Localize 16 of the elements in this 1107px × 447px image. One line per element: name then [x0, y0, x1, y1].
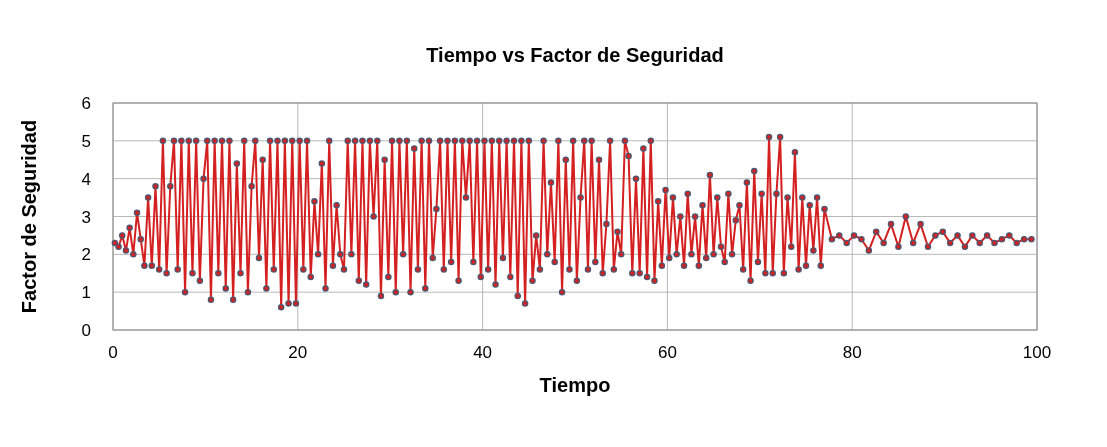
x-tick-label: 40 — [473, 343, 493, 362]
x-axis-title: Tiempo — [539, 374, 611, 396]
y-tick-label: 5 — [81, 131, 91, 151]
chart-title: Tiempo vs Factor de Seguridad — [426, 44, 724, 66]
y-tick-label: 3 — [81, 207, 91, 227]
y-tick-label: 2 — [81, 245, 91, 265]
y-axis-title: Factor de Seguridad — [18, 119, 40, 314]
y-tick-label: 1 — [81, 283, 91, 303]
x-tick-label: 100 — [1022, 343, 1052, 362]
y-tick-label: 4 — [81, 169, 91, 189]
x-tick-label: 80 — [842, 343, 862, 362]
y-tick-label: 0 — [81, 321, 91, 340]
y-tick-label: 6 — [81, 94, 91, 113]
x-tick-label: 0 — [108, 343, 118, 362]
x-tick-label: 60 — [657, 343, 677, 362]
x-tick-label: 20 — [288, 343, 308, 362]
